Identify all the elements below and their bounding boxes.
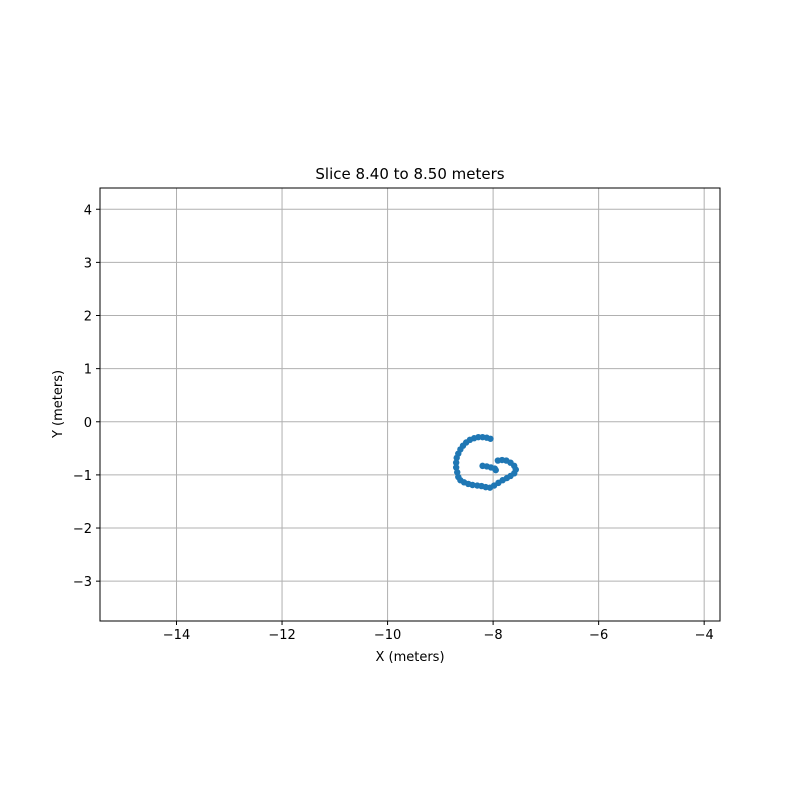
data-points <box>452 433 519 491</box>
data-point <box>469 481 476 489</box>
y-tick-label: −3 <box>73 575 92 590</box>
data-point <box>492 466 499 474</box>
y-tick-label: 1 <box>84 363 92 378</box>
x-tick-label: −4 <box>695 628 714 643</box>
y-axis-label: Y (meters) <box>51 370 66 439</box>
x-tick-label: −10 <box>374 628 401 643</box>
y-tick-label: −1 <box>73 469 92 484</box>
x-axis-label: X (meters) <box>375 650 444 665</box>
x-tick-label: −8 <box>484 628 503 643</box>
data-point <box>453 454 460 462</box>
y-tick-label: 2 <box>84 310 92 325</box>
data-point <box>452 459 460 466</box>
plot-frame <box>99 187 721 622</box>
data-point <box>454 469 461 476</box>
x-tick-label: −14 <box>163 628 190 643</box>
x-tick-label: −6 <box>589 628 608 643</box>
y-tick-label: 0 <box>84 416 92 431</box>
y-tick-label: 4 <box>84 203 92 218</box>
y-tick-label: −2 <box>73 522 92 537</box>
chart-title: Slice 8.40 to 8.50 meters <box>315 165 504 183</box>
grid-layer <box>100 188 720 621</box>
data-point <box>452 464 460 471</box>
y-tick-label: 3 <box>84 256 92 271</box>
data-point <box>494 457 502 464</box>
x-tick-label: −12 <box>268 628 295 643</box>
